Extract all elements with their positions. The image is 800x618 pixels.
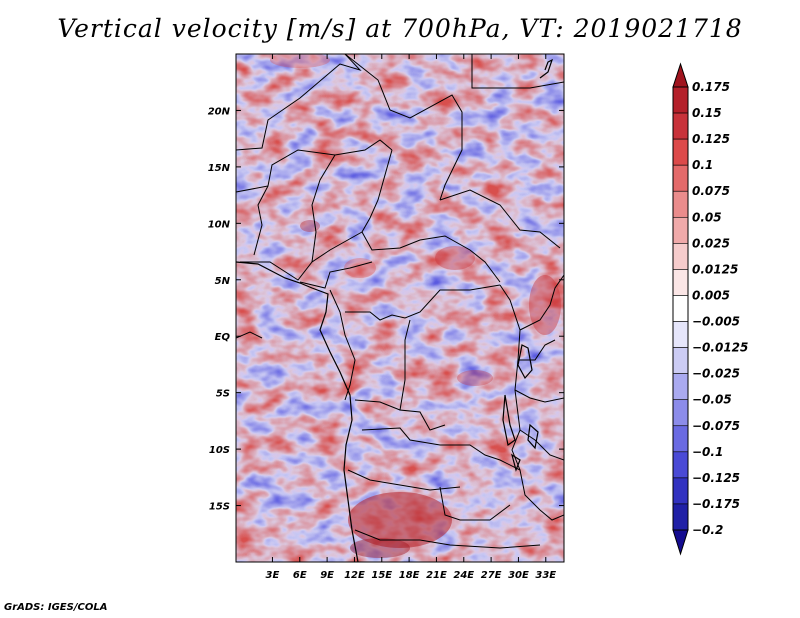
- colorbar-level-label: 0.005: [692, 288, 730, 302]
- colorbar-bin: [672, 216, 689, 244]
- lat-tick-label: 5S: [216, 389, 230, 400]
- colorbar-top-arrow: [672, 62, 689, 88]
- lat-tick-label: 10S: [209, 445, 230, 456]
- lat-tick-label: 15N: [208, 163, 231, 174]
- colorbar-level-label: −0.1: [692, 445, 723, 459]
- colorbar-level-label: −0.075: [692, 419, 740, 433]
- chart-title: Vertical velocity [m/s] at 700hPa, VT: 2…: [57, 14, 743, 43]
- lat-tick-label: EQ: [215, 332, 231, 343]
- lon-tick-label: 21E: [426, 570, 447, 581]
- lat-tick-label: 10N: [208, 219, 231, 230]
- grads-credit: GrADS: IGES/COLA: [4, 602, 108, 613]
- lon-tick-label: 12E: [344, 570, 365, 581]
- lon-tick-label: 9E: [320, 570, 334, 581]
- coastline: [236, 58, 554, 562]
- lon-tick-label: 27E: [481, 570, 502, 581]
- colorbar-level-label: 0.075: [692, 184, 730, 198]
- colorbar-level-label: 0.125: [692, 132, 730, 146]
- lon-tick-label: 24E: [453, 570, 474, 581]
- colorbar-bin: [672, 399, 689, 427]
- map-axes: 3E 6E 9E 12E 15E 18E 21E 24E 27E 30E 33E 20N 15N 10N 5…: [208, 54, 564, 581]
- colorbar-level-label: 0.1: [692, 158, 713, 172]
- lat-tick-label: 20N: [208, 106, 231, 117]
- lon-tick-label: 6E: [293, 570, 307, 581]
- velocity-field: [236, 54, 564, 562]
- lon-tick-label: 18E: [399, 570, 420, 581]
- colorbar-bin: [672, 295, 689, 322]
- colorbar: 0.175 0.15 0.125 0.1 0.075 0.05 0.025 0.0125 0.0…: [672, 62, 748, 556]
- colorbar-level-label: 0.025: [692, 236, 730, 250]
- colorbar-bin: [672, 321, 689, 348]
- colorbar-level-label: 0.0125: [692, 262, 738, 276]
- colorbar-level-label: −0.005: [692, 315, 740, 329]
- colorbar-level-label: −0.175: [692, 497, 740, 511]
- colorbar-bin: [672, 503, 689, 531]
- colorbar-level-label: −0.05: [692, 393, 732, 407]
- colorbar-level-label: −0.2: [692, 523, 723, 537]
- colorbar-bin: [672, 425, 689, 453]
- colorbar-bin: [672, 112, 689, 140]
- colorbar-level-label: −0.0125: [692, 341, 748, 355]
- colorbar-bin: [672, 138, 689, 166]
- colorbar-level-label: 0.175: [692, 80, 730, 94]
- colorbar-bin: [672, 347, 689, 374]
- lon-tick-label: 15E: [371, 570, 392, 581]
- colorbar-bin: [672, 451, 689, 479]
- colorbar-bin: [672, 190, 689, 218]
- lon-tick-label: 3E: [266, 570, 280, 581]
- lat-tick-label: 5N: [215, 276, 231, 287]
- updraft-core-east: [529, 275, 561, 335]
- colorbar-bin: [672, 164, 689, 192]
- colorbar-level-label: 0.15: [692, 106, 722, 120]
- map-frame: [235, 53, 565, 563]
- updraft-core-south: [348, 492, 452, 548]
- lon-tick-label: 30E: [508, 570, 529, 581]
- colorbar-level-label: −0.025: [692, 367, 740, 381]
- colorbar-bin: [672, 243, 689, 270]
- lat-tick-label: 15S: [209, 502, 230, 513]
- colorbar-bin: [672, 86, 689, 114]
- colorbar-bottom-arrow: [672, 529, 689, 556]
- colorbar-bin: [672, 269, 689, 296]
- country-borders: [236, 54, 564, 549]
- colorbar-bin: [672, 373, 689, 401]
- lon-tick-label: 33E: [535, 570, 556, 581]
- colorbar-bin: [672, 477, 689, 505]
- colorbar-level-label: −0.125: [692, 471, 740, 485]
- colorbar-level-label: 0.05: [692, 210, 722, 224]
